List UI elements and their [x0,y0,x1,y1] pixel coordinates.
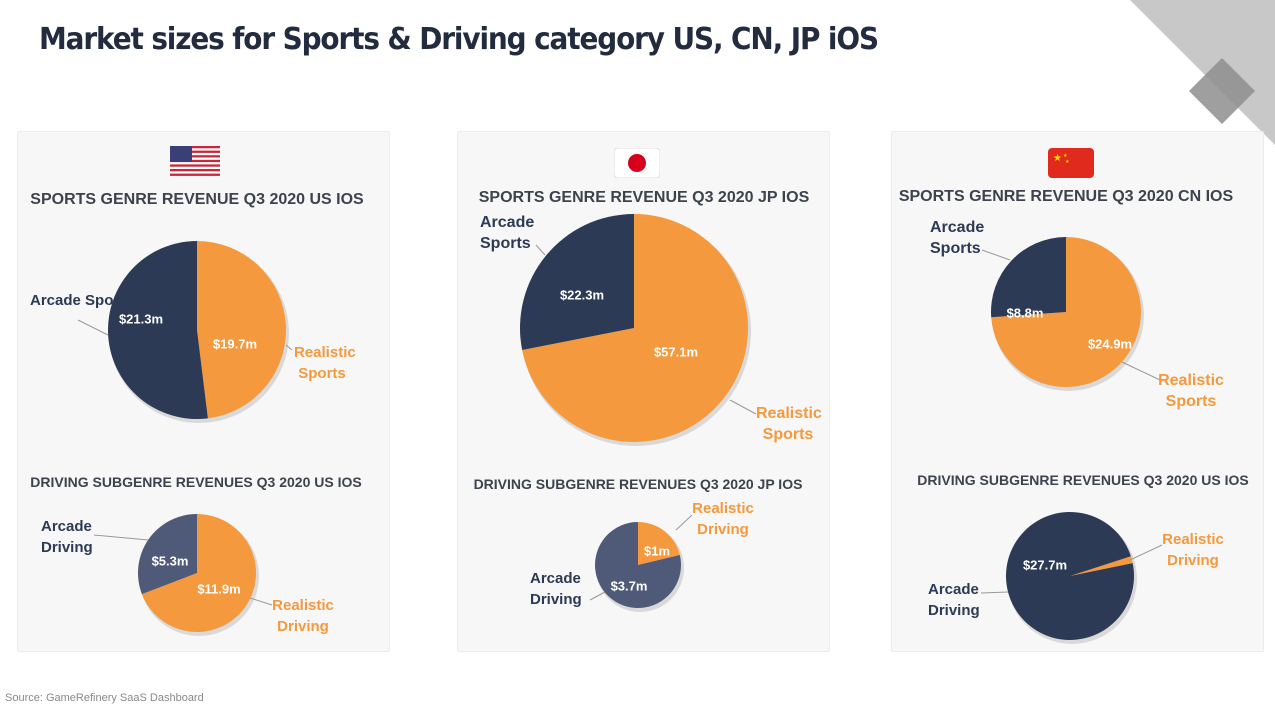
data-label: $5.3m [151,553,189,569]
slice-label: Arcade Sports [480,214,535,252]
slice-label: Arcade Driving [41,518,93,556]
jp-flag-icon [614,148,660,178]
pie-slice-arcade-sports [107,241,208,419]
pie-slice-arcade-sports [991,237,1066,318]
slice-label: Arcade Sports [930,219,985,257]
data-label: $19.7m [212,336,258,352]
data-label: $8.8m [1006,305,1044,321]
slice-label: Realistic Sports [756,405,822,443]
slice-label: Realistic Sports [294,344,356,382]
pie-slice-arcade-driving [1006,511,1134,640]
chart-title: SPORTS GENRE REVENUE Q3 2020 CN IOS [898,188,1234,205]
slice-label: Realistic Driving [272,597,334,635]
pie-slice-realistic-driving [1070,556,1133,576]
slice-label: Realistic Driving [1162,531,1224,569]
svg-text:★: ★ [1065,159,1070,165]
pie-slice-realistic-sports [197,241,286,419]
pie-slice-realistic-sports [991,237,1141,387]
svg-text:★: ★ [1053,153,1062,164]
data-label: $21.3m [118,311,164,327]
pie-slice-arcade-sports [519,214,634,350]
slice-label: Arcade Driving [530,570,582,608]
data-label: $24.9m [1087,336,1133,352]
slice-label: Arcade Driving [928,581,980,619]
leader-lines [77,244,1163,606]
us-flag-icon [170,146,220,176]
pie-slice-realistic-driving [141,514,256,632]
page-title: Market sizes for Sports & Driving catego… [39,22,879,57]
pie-slice-arcade-driving [138,514,197,595]
slice-label: Realistic Sports [1158,372,1224,410]
chart-title: DRIVING SUBGENRE REVENUES Q3 2020 US IOS [917,472,1249,488]
data-label: $27.7m [1022,557,1068,573]
pie-slice-realistic-sports [522,214,748,442]
svg-text:★: ★ [1063,153,1068,159]
data-label: $22.3m [559,287,605,303]
chart-title: DRIVING SUBGENRE REVENUES Q3 2020 JP IOS [473,476,803,492]
data-label: $57.1m [653,344,699,360]
cn-flag-icon: ★ ★★ [1048,148,1094,178]
data-label: $1m [643,543,671,559]
slice-label: Arcade Sports [30,292,133,309]
pie-slice-arcade-driving [595,522,681,608]
data-label: $11.9m [197,581,241,597]
slice-label: Realistic Driving [692,500,754,538]
chart-title: DRIVING SUBGENRE REVENUES Q3 2020 US IOS [30,474,362,490]
chart-title: SPORTS GENRE REVENUE Q3 2020 JP IOS [478,189,810,206]
data-label: $3.7m [610,578,648,594]
chart-title: SPORTS GENRE REVENUE Q3 2020 US IOS [30,191,364,208]
pie-slice-realistic-driving [638,522,680,565]
source-note: Source: GameRefinery SaaS Dashboard [5,692,204,704]
